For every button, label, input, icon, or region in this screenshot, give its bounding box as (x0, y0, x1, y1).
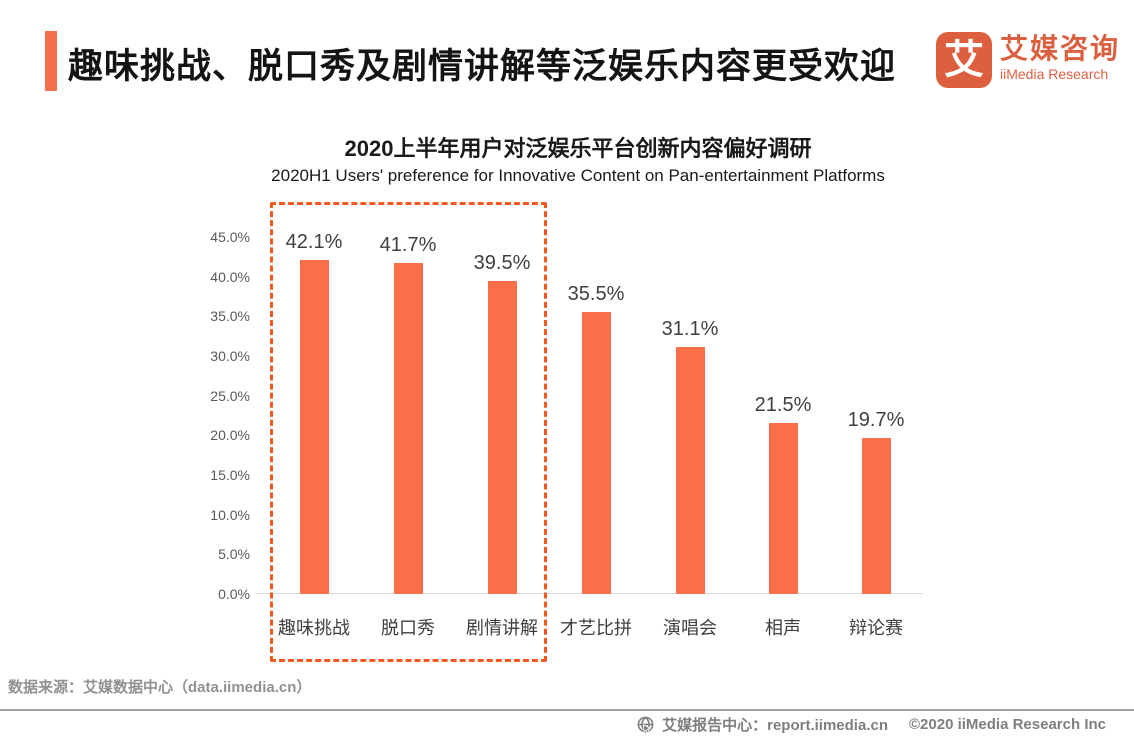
y-axis-tick-label: 35.0% (210, 308, 250, 325)
globe-cursor-icon (637, 716, 654, 734)
footer-divider (0, 709, 1134, 711)
y-axis-tick-label: 20.0% (210, 427, 250, 444)
x-axis-label: 辩论赛 (849, 618, 903, 638)
bar-value-label: 31.1% (661, 318, 719, 340)
y-axis-tick-label: 0.0% (218, 586, 250, 602)
bar-value-label: 39.5% (473, 252, 531, 274)
x-axis-label: 脱口秀 (381, 618, 435, 638)
y-axis-tick-label: 15.0% (210, 466, 250, 483)
bar-value-label: 35.5% (567, 283, 625, 305)
bar (299, 260, 329, 594)
bar-value-label: 41.7% (379, 234, 437, 256)
highlight-dashed-box (270, 202, 547, 662)
x-axis-label: 演唱会 (663, 618, 717, 638)
bar (487, 281, 517, 594)
y-axis-tick-label: 45.0% (210, 228, 250, 245)
bar-value-label: 21.5% (754, 394, 812, 416)
x-axis-label: 相声 (765, 618, 801, 638)
y-axis-tick-label: 5.0% (218, 546, 250, 563)
y-axis-tick-label: 10.0% (210, 506, 250, 523)
brand-name-cn: 艾媒咨询 (1000, 33, 1121, 64)
bar-value-label: 42.1% (285, 231, 343, 253)
footer-report-center: 艾媒报告中心：report.iimedia.cn (662, 717, 888, 734)
logo-glyph: 艾 (944, 38, 984, 82)
bar (581, 312, 611, 594)
footer-copyright: ©2020 iiMedia Research Inc (909, 716, 1106, 733)
bar (393, 263, 423, 594)
bar (675, 347, 705, 594)
x-axis-label: 剧情讲解 (466, 618, 538, 638)
y-axis-tick-label: 25.0% (210, 387, 250, 404)
chart-title: 2020上半年用户对泛娱乐平台创新内容偏好调研 (344, 136, 812, 161)
brand-logo-text: 艾媒咨询 iiMedia Research (1000, 32, 1120, 83)
x-axis-label: 趣味挑战 (278, 618, 350, 638)
data-source: 数据来源：艾媒数据中心（data.iimedia.cn） (8, 679, 312, 696)
x-axis-label: 才艺比拼 (560, 618, 632, 638)
brand-logo: 艾 艾媒咨询 iiMedia Research (936, 32, 1120, 88)
title-accent-bar (45, 31, 57, 91)
iimedia-logo-icon: 艾 (936, 32, 992, 88)
bar-value-label: 19.7% (847, 409, 905, 431)
y-axis-tick-label: 30.0% (210, 347, 250, 364)
chart-subtitle: 2020H1 Users' preference for Innovative … (271, 166, 885, 185)
bar (768, 423, 798, 594)
bar (861, 438, 891, 594)
brand-name-en: iiMedia Research (1000, 65, 1109, 82)
page-title: 趣味挑战、脱口秀及剧情讲解等泛娱乐内容更受欢迎 (68, 47, 897, 86)
footer: 艾媒报告中心：report.iimedia.cn ©2020 iiMedia R… (636, 714, 1106, 735)
y-axis-tick-label: 40.0% (210, 268, 250, 285)
